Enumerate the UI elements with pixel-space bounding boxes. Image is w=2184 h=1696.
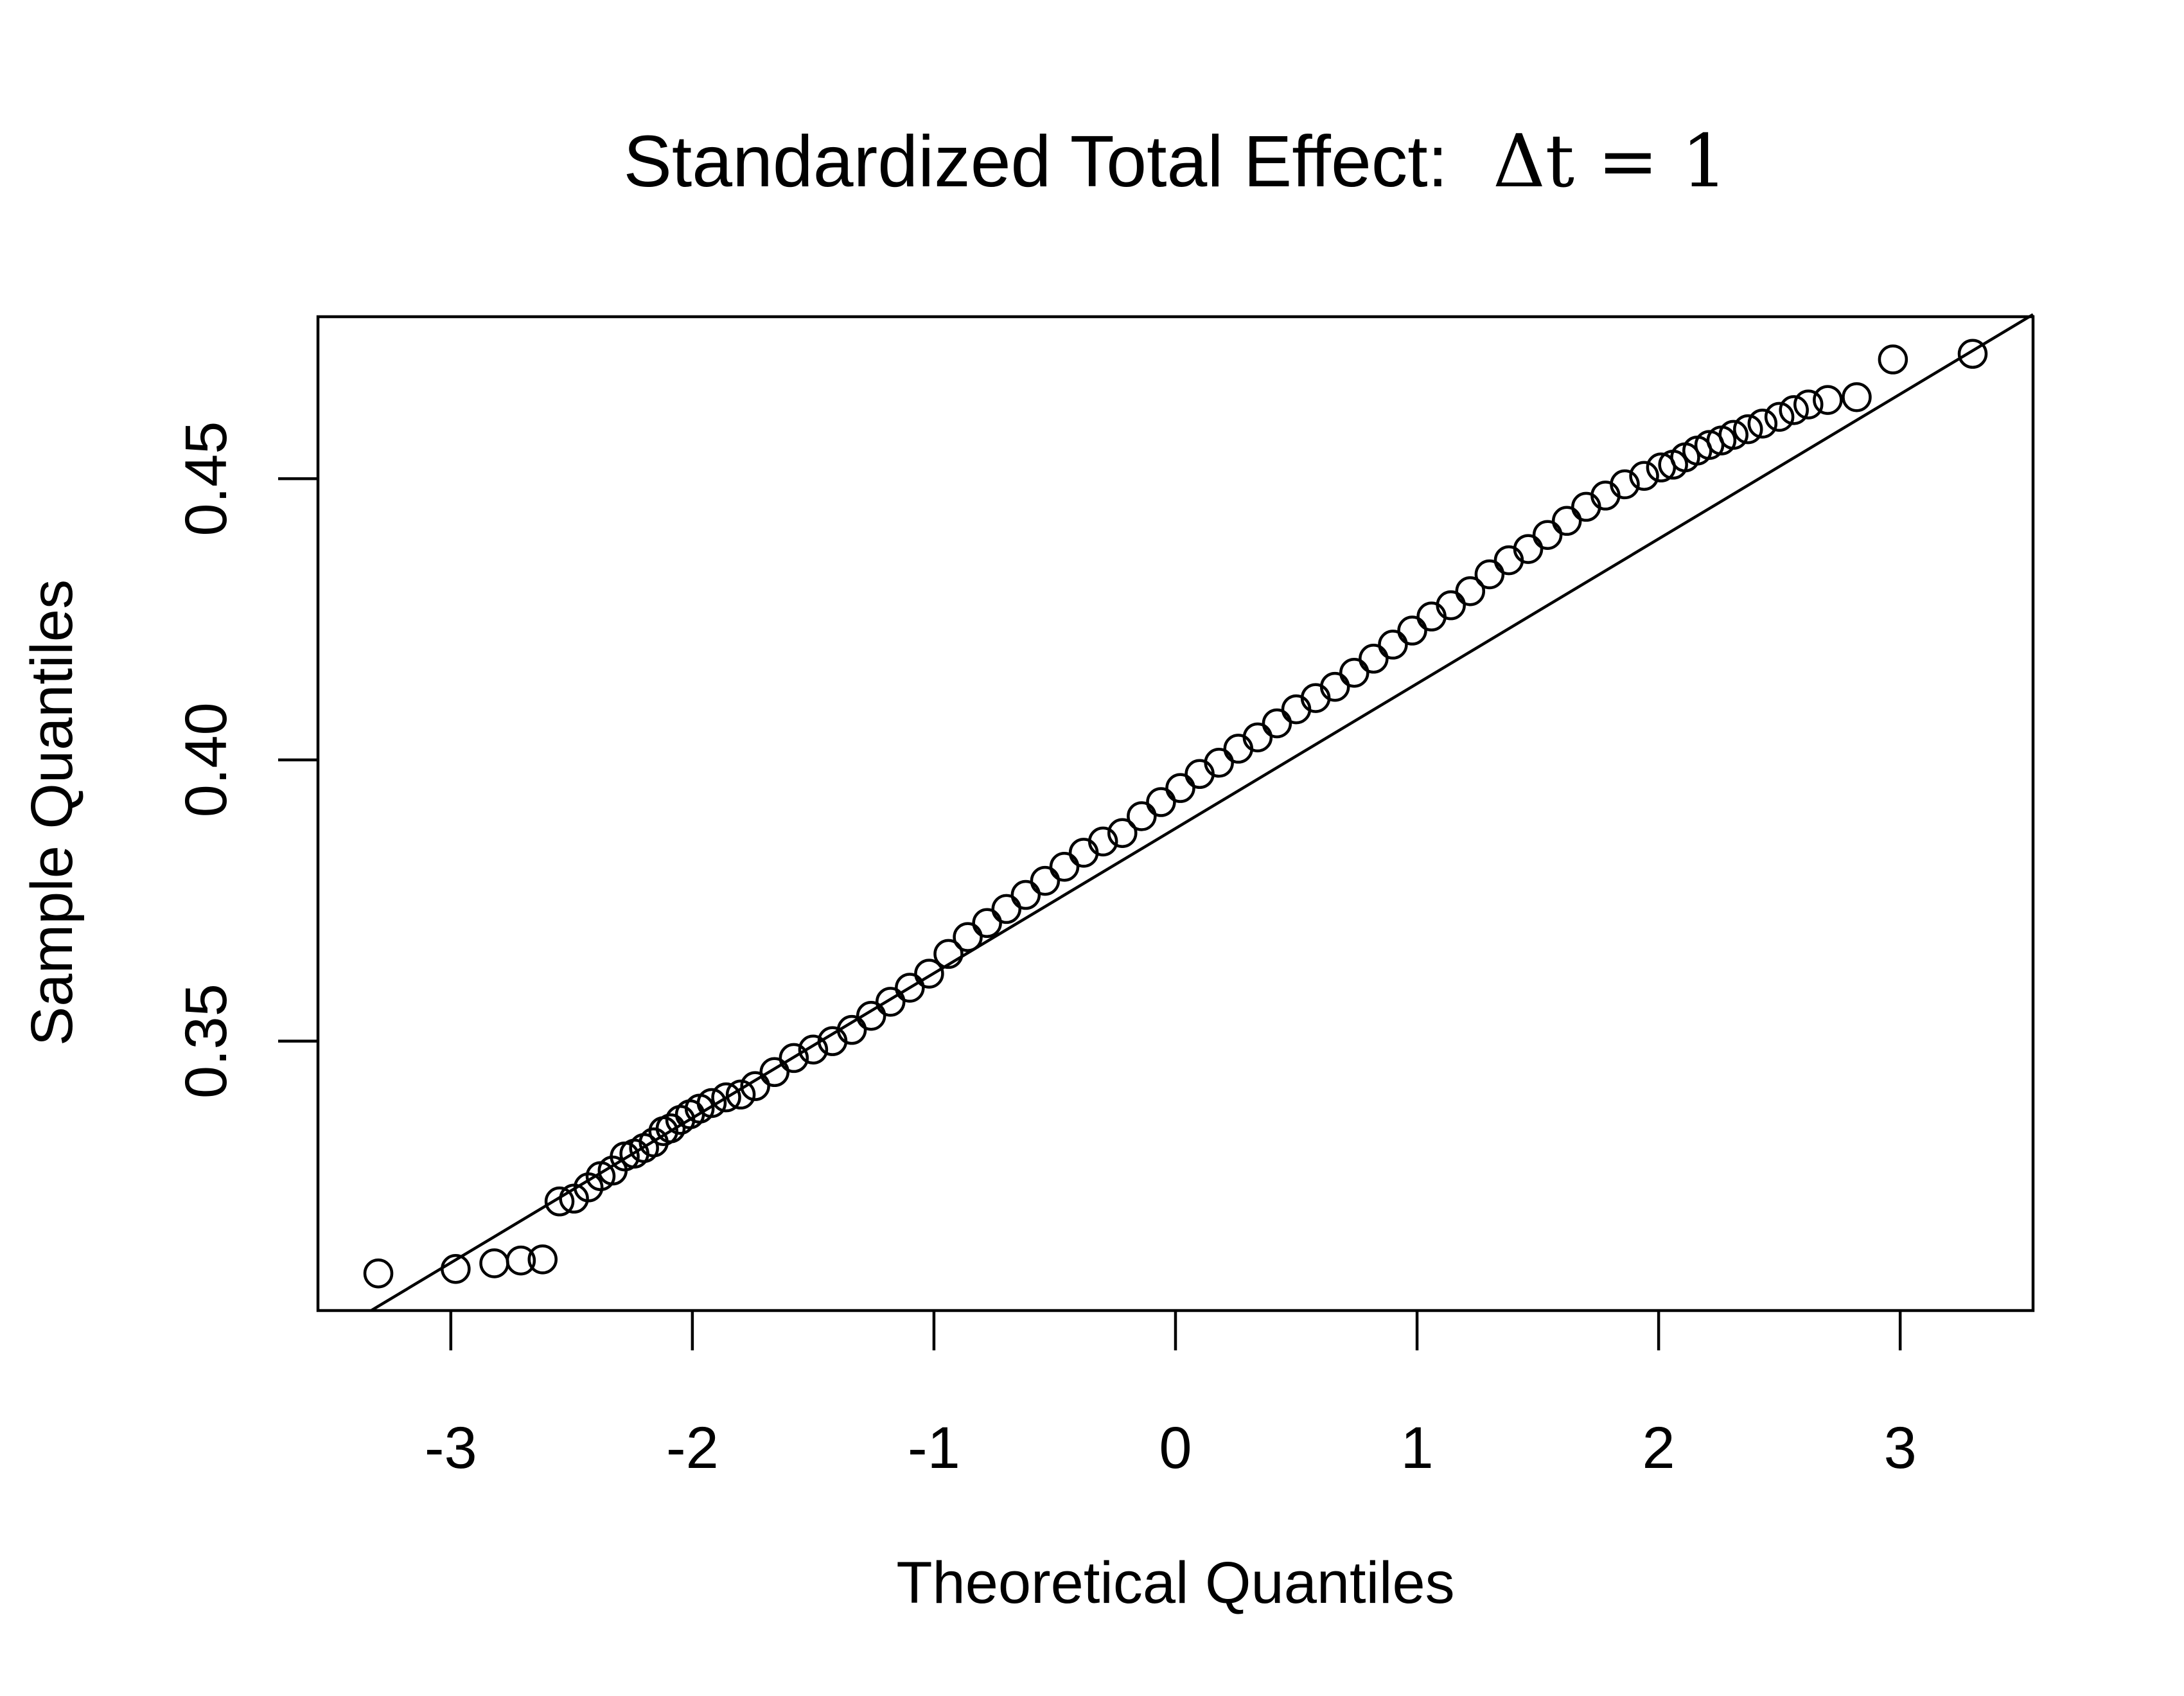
data-point: [1842, 382, 1872, 412]
data-point: [1088, 826, 1118, 857]
data-point: [1551, 506, 1582, 536]
data-point: [1793, 389, 1824, 420]
data-point: [798, 1034, 829, 1065]
data-point: [1262, 708, 1292, 739]
x-tick-label: -2: [666, 1415, 719, 1481]
data-point: [1397, 615, 1427, 646]
x-tick-label: 1: [1400, 1415, 1433, 1481]
x-tick-label: 2: [1642, 1415, 1675, 1481]
y-tick-label: 0.40: [173, 702, 239, 817]
data-point: [1747, 409, 1778, 439]
data-point: [1359, 644, 1389, 674]
data-point: [759, 1057, 789, 1088]
data-point: [527, 1244, 558, 1275]
data-point: [1455, 576, 1486, 606]
data-point: [779, 1043, 809, 1073]
data-point: [655, 1113, 686, 1144]
chart-title-main: Standardized Total Effect:: [623, 121, 1448, 202]
data-point: [1436, 590, 1466, 621]
reference-line: [370, 313, 2034, 1312]
data-point: [1339, 657, 1369, 688]
data-point: [1378, 630, 1408, 660]
data-point: [1127, 801, 1157, 831]
data-point: [363, 1258, 394, 1289]
data-point: [972, 908, 1002, 939]
data-point: [1629, 461, 1659, 491]
data-point: [953, 922, 983, 952]
data-point: [856, 1000, 886, 1031]
data-point: [895, 973, 925, 1003]
x-tick-label: 3: [1884, 1415, 1917, 1481]
y-axis: 0.35 0.40 0.45: [173, 421, 318, 1099]
x-axis: -3 -2 -1 0 1 2 3: [425, 1311, 1917, 1481]
x-tick-label: -3: [425, 1415, 477, 1481]
data-point: [1030, 865, 1061, 896]
y-tick-label: 0.35: [173, 984, 239, 1099]
data-point: [933, 939, 964, 969]
data-point: [1764, 402, 1795, 432]
data-point: [711, 1082, 741, 1113]
data-point: [1049, 851, 1080, 882]
data-point: [1242, 722, 1273, 753]
chart-title: Standardized Total Effect: Δt = 1: [623, 119, 1727, 204]
y-axis-title: Sample Quantiles: [19, 579, 85, 1046]
data-point: [1146, 787, 1176, 817]
data-point: [1718, 420, 1748, 450]
x-tick-label: -1: [908, 1415, 960, 1481]
data-point: [740, 1071, 770, 1101]
data-point: [696, 1088, 727, 1118]
data-point: [1813, 385, 1843, 415]
data-point: [544, 1186, 575, 1217]
data-point: [506, 1245, 536, 1276]
data-point: [1878, 344, 1908, 375]
data-point: [1733, 414, 1763, 445]
data-point: [1532, 520, 1563, 550]
x-tick-label: 0: [1159, 1415, 1192, 1481]
data-point: [1107, 818, 1138, 848]
y-tick-label: 0.45: [173, 421, 239, 536]
x-axis-title: Theoretical Quantiles: [896, 1550, 1454, 1616]
data-point: [1165, 773, 1195, 803]
data-point: [876, 987, 906, 1017]
data-point: [991, 894, 1022, 924]
chart-title-math: Δt = 1: [1493, 119, 1727, 204]
data-point: [914, 958, 944, 989]
data-point: [1779, 395, 1809, 425]
data-point: [1957, 339, 1988, 369]
data-point: [1513, 534, 1544, 564]
data-point: [1319, 671, 1350, 702]
data-point: [1010, 879, 1041, 910]
data-point: [1204, 748, 1234, 778]
data-point: [1474, 559, 1505, 590]
data-point: [1610, 469, 1640, 500]
data-point: [725, 1079, 756, 1110]
